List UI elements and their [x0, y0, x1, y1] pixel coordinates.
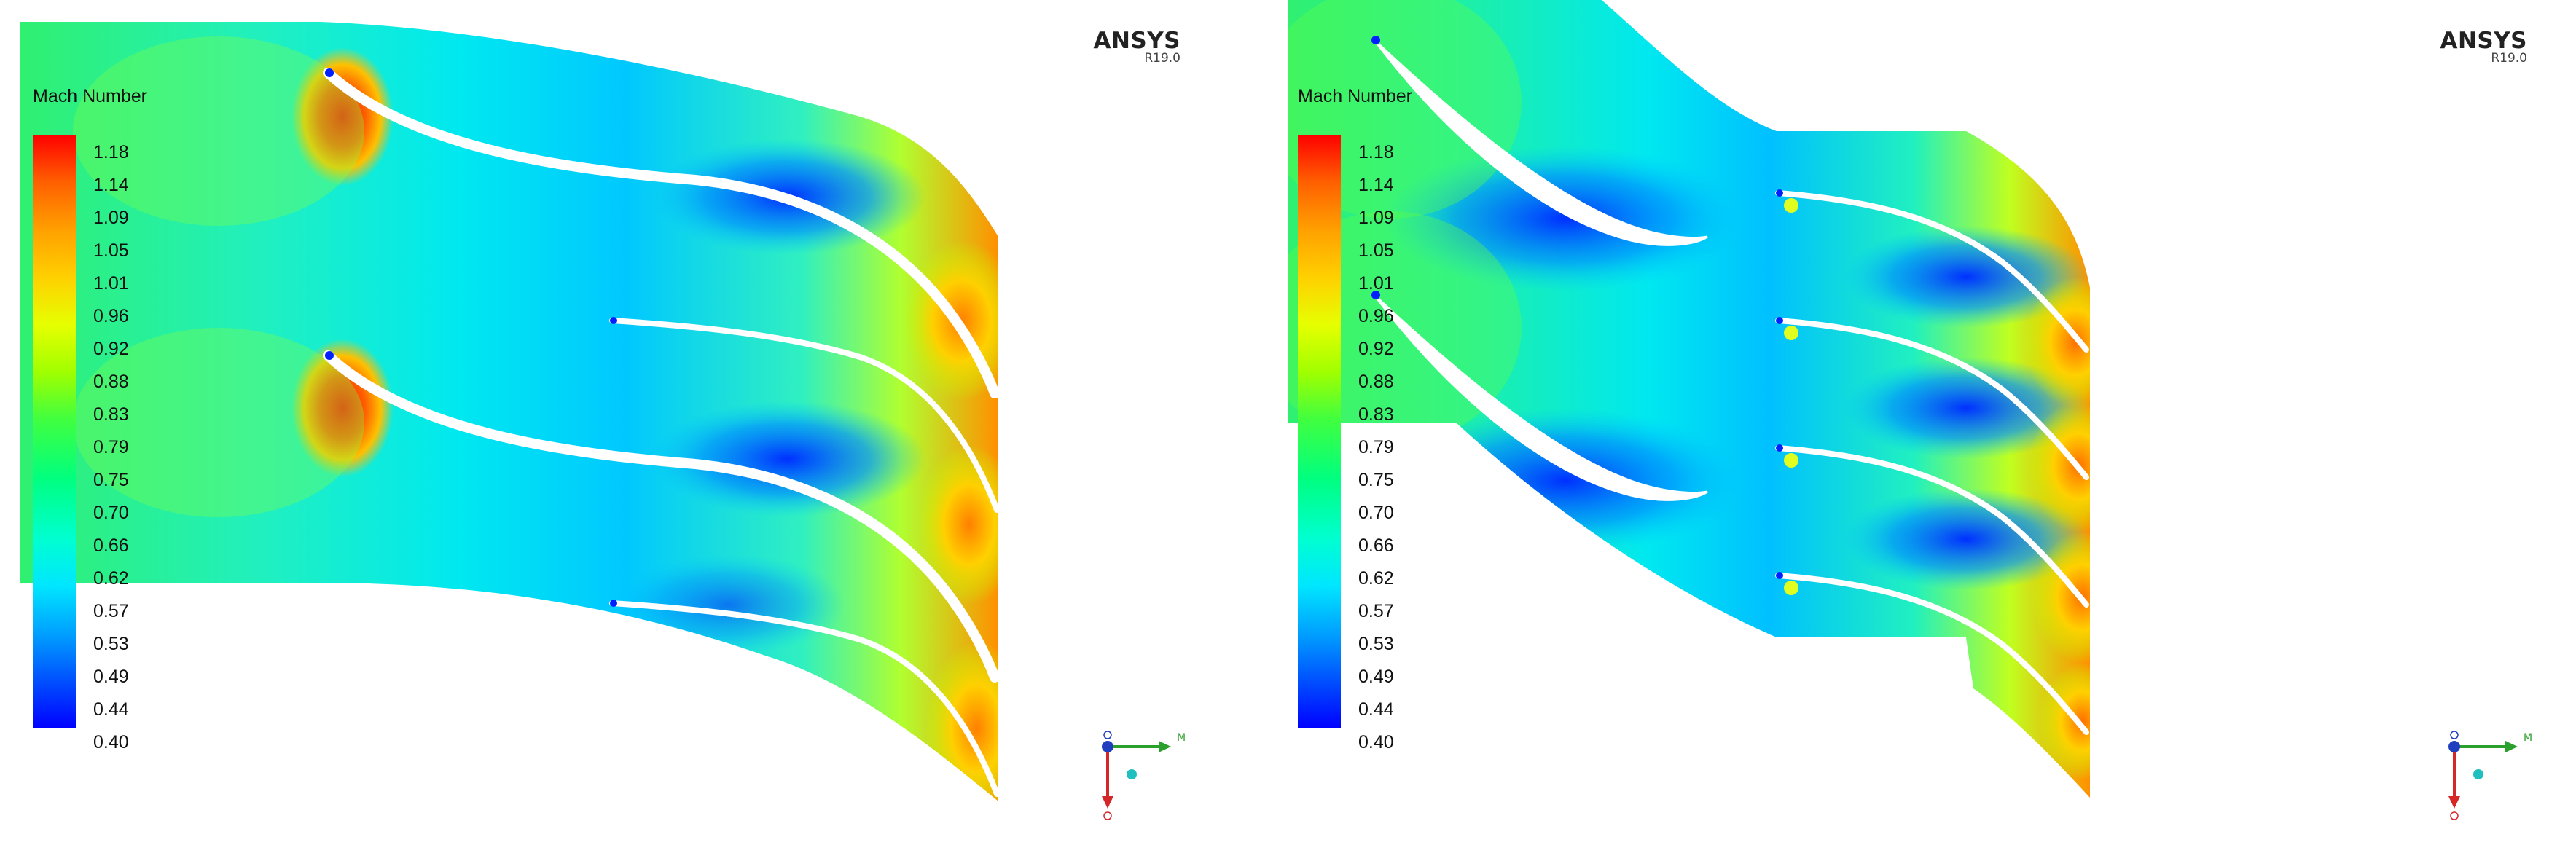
svg-text:M: M — [1177, 732, 1186, 744]
legend-tick: 0.92 — [93, 339, 129, 359]
legend-tick: 1.09 — [93, 208, 129, 228]
legend-tick: 0.53 — [93, 634, 129, 654]
legend-tick: 1.05 — [1358, 240, 1394, 261]
blade-profiles-right — [1373, 39, 1708, 501]
legend-tick: 0.53 — [1358, 634, 1394, 654]
legend-tick: 1.01 — [1358, 273, 1394, 294]
svg-text:M: M — [2524, 732, 2532, 744]
legend-tick: 0.88 — [1358, 372, 1394, 392]
legend-tick: 1.09 — [1358, 208, 1394, 228]
legend-tick: 0.88 — [93, 372, 129, 392]
brand-name: ANSYS — [1093, 28, 1181, 54]
legend-tick: 1.01 — [93, 273, 129, 294]
legend-tick: 0.62 — [93, 568, 129, 589]
legend-tick: 0.75 — [93, 470, 129, 490]
legend-tick: 0.44 — [1358, 699, 1394, 720]
legend-tick: 0.49 — [93, 667, 129, 687]
legend-tick: 1.14 — [1358, 175, 1394, 195]
legend-tick: 1.14 — [93, 175, 129, 195]
legend-tick: 0.79 — [1358, 437, 1394, 457]
mach-contour-field-right — [1288, 0, 2090, 798]
ansys-logo: ANSYS R19.0 — [2425, 28, 2527, 66]
legend-tick: 0.49 — [1358, 667, 1394, 687]
legend-tick: 1.18 — [93, 142, 129, 162]
legend-tick: 0.44 — [93, 699, 129, 720]
ansys-logo: ANSYS R19.0 — [1078, 28, 1181, 66]
legend-tick: 0.83 — [1358, 404, 1394, 425]
brand-version: R19.0 — [1144, 51, 1181, 66]
legend-tick: 0.96 — [1358, 306, 1394, 326]
legend-tick: 0.79 — [93, 437, 129, 457]
legend-tick: 0.66 — [93, 535, 129, 556]
legend-tick: 0.57 — [93, 601, 129, 621]
legend-tick: 0.75 — [1358, 470, 1394, 490]
legend-tick: 0.40 — [93, 732, 129, 752]
legend-tick: 0.96 — [93, 306, 129, 326]
legend-tick: 1.05 — [93, 240, 129, 261]
legend-tick: 0.66 — [1358, 535, 1394, 556]
legend-tick: 1.18 — [1358, 142, 1394, 162]
legend-tick: 0.83 — [93, 404, 129, 425]
legend-colorbar — [1298, 135, 1341, 728]
brand-version: R19.0 — [2491, 51, 2527, 66]
legend-title: Mach Number — [33, 86, 147, 106]
mach-contour-field-left — [20, 22, 1000, 801]
blade-profiles-left — [323, 68, 1000, 797]
axis-triad-icon: M — [1102, 731, 1186, 820]
brand-name: ANSYS — [2440, 28, 2527, 54]
left-panel: Mach Number 1.18 1.14 1.09 1.05 1.01 0.9… — [20, 22, 1186, 820]
legend-title: Mach Number — [1298, 86, 1412, 106]
right-panel: Mach Number 1.18 1.14 1.09 1.05 1.01 0.9… — [1288, 0, 2576, 845]
legend-tick: 0.70 — [1358, 503, 1394, 523]
legend-tick: 0.70 — [93, 503, 129, 523]
axis-triad-icon: M — [2448, 731, 2532, 820]
legend-tick: 0.62 — [1358, 568, 1394, 589]
legend-tick: 0.92 — [1358, 339, 1394, 359]
legend-tick: 0.57 — [1358, 601, 1394, 621]
legend-tick: 0.40 — [1358, 732, 1394, 752]
legend-colorbar — [33, 135, 76, 728]
